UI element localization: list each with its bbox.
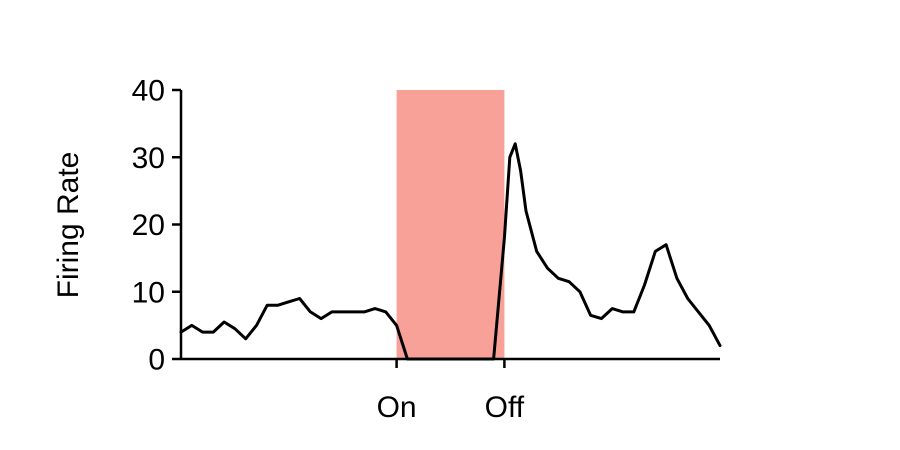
stimulus-window <box>396 90 505 359</box>
x-tick-label: Off <box>485 391 525 424</box>
y-tick-label: 40 <box>132 75 165 108</box>
plot-area <box>179 90 722 361</box>
axes: 0 10 20 30 40 On Off <box>132 75 720 424</box>
y-tick-label: 20 <box>132 209 165 242</box>
y-tick-label: 10 <box>132 276 165 309</box>
y-axis-title: Firing Rate <box>52 152 85 299</box>
y-tick-label: 30 <box>132 142 165 175</box>
x-tick-label: On <box>377 391 417 424</box>
y-tick-label: 0 <box>148 344 165 377</box>
